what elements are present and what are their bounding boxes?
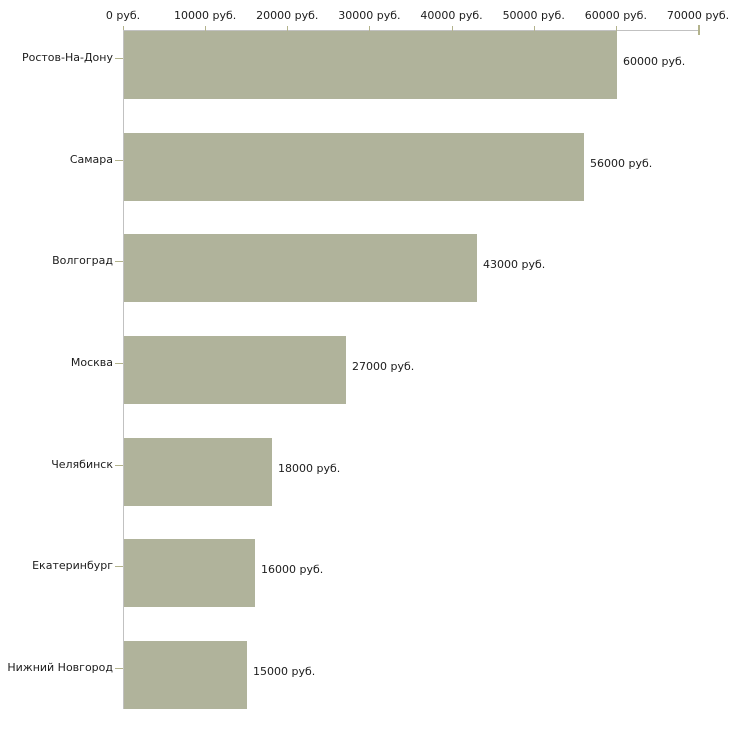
bar xyxy=(124,31,617,99)
value-label: 43000 руб. xyxy=(483,258,546,271)
x-axis-tick-label: 40000 руб. xyxy=(420,9,483,22)
x-axis-line xyxy=(123,30,700,31)
x-axis-tick-label: 0 руб. xyxy=(105,9,141,22)
x-axis-tick-label: 60000 руб. xyxy=(584,9,647,22)
category-label: Ростов-На-Дону xyxy=(21,51,113,64)
x-axis-tick-label: 10000 руб. xyxy=(174,9,237,22)
x-axis-tick-label: 50000 руб. xyxy=(502,9,565,22)
category-tick-mark xyxy=(115,566,123,567)
value-label: 16000 руб. xyxy=(261,563,324,576)
x-axis-tick-mark xyxy=(205,26,206,34)
value-label: 18000 руб. xyxy=(278,462,341,475)
value-label: 15000 руб. xyxy=(253,665,316,678)
bar xyxy=(124,133,584,201)
category-tick-mark xyxy=(115,160,123,161)
bar xyxy=(124,539,255,607)
y-axis-line xyxy=(123,30,124,709)
category-label: Волгоград xyxy=(52,254,113,267)
x-axis-tick-mark xyxy=(452,26,453,34)
category-label: Екатеринбург xyxy=(32,559,113,572)
x-axis-tick-mark xyxy=(287,26,288,34)
category-label: Нижний Новгород xyxy=(7,661,113,674)
x-axis-tick-label: 70000 руб. xyxy=(666,9,730,22)
category-label: Самара xyxy=(69,153,113,166)
category-tick-mark xyxy=(115,58,123,59)
value-label: 60000 руб. xyxy=(623,55,686,68)
x-axis-tick-label: 30000 руб. xyxy=(338,9,401,22)
value-label: 27000 руб. xyxy=(352,360,415,373)
category-label: Москва xyxy=(70,356,113,369)
value-label: 56000 руб. xyxy=(590,157,653,170)
x-axis-tick-label: 20000 руб. xyxy=(256,9,319,22)
x-axis-tick-mark xyxy=(616,26,617,34)
category-tick-mark xyxy=(115,363,123,364)
x-axis-tick-mark xyxy=(534,26,535,34)
x-axis-tick-mark xyxy=(369,26,370,34)
bar xyxy=(124,336,346,404)
bar xyxy=(124,641,247,709)
bar xyxy=(124,234,477,302)
bar xyxy=(124,438,272,506)
x-axis-tick-mark xyxy=(698,25,700,35)
category-label: Челябинск xyxy=(51,458,113,471)
category-tick-mark xyxy=(115,668,123,669)
category-tick-mark xyxy=(115,465,123,466)
category-tick-mark xyxy=(115,261,123,262)
